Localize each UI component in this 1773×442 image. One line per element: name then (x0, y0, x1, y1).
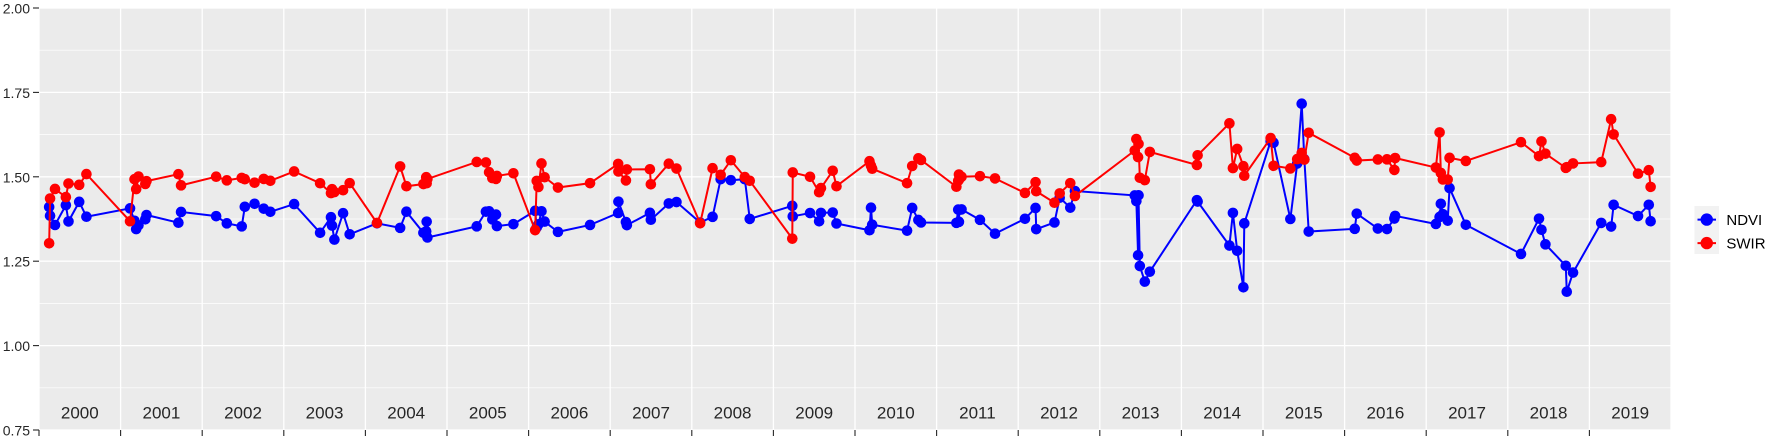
svg-text:2006: 2006 (550, 404, 588, 423)
svg-text:SWIR: SWIR (1726, 235, 1765, 252)
svg-text:2012: 2012 (1040, 404, 1078, 423)
svg-text:2009: 2009 (795, 404, 833, 423)
svg-text:2013: 2013 (1122, 404, 1160, 423)
svg-text:2002: 2002 (224, 404, 262, 423)
svg-text:1.50: 1.50 (3, 169, 30, 185)
svg-text:2005: 2005 (469, 404, 507, 423)
svg-text:2015: 2015 (1285, 404, 1323, 423)
svg-text:2000: 2000 (61, 404, 99, 423)
svg-text:1.25: 1.25 (3, 254, 30, 270)
svg-text:2003: 2003 (306, 404, 344, 423)
svg-text:2019: 2019 (1611, 404, 1649, 423)
svg-text:1.00: 1.00 (3, 338, 30, 354)
svg-text:2010: 2010 (877, 404, 915, 423)
svg-text:2014: 2014 (1203, 404, 1241, 423)
svg-text:0.75: 0.75 (3, 423, 30, 439)
svg-text:2.00: 2.00 (3, 1, 30, 17)
svg-text:2016: 2016 (1366, 404, 1404, 423)
svg-text:2008: 2008 (714, 404, 752, 423)
svg-text:2011: 2011 (959, 404, 996, 423)
svg-text:1.75: 1.75 (3, 85, 30, 101)
svg-text:2007: 2007 (632, 404, 670, 423)
svg-text:2018: 2018 (1530, 404, 1568, 423)
svg-text:2004: 2004 (387, 404, 425, 423)
svg-text:2001: 2001 (142, 404, 180, 423)
svg-text:2017: 2017 (1448, 404, 1486, 423)
svg-text:NDVI: NDVI (1726, 212, 1762, 229)
